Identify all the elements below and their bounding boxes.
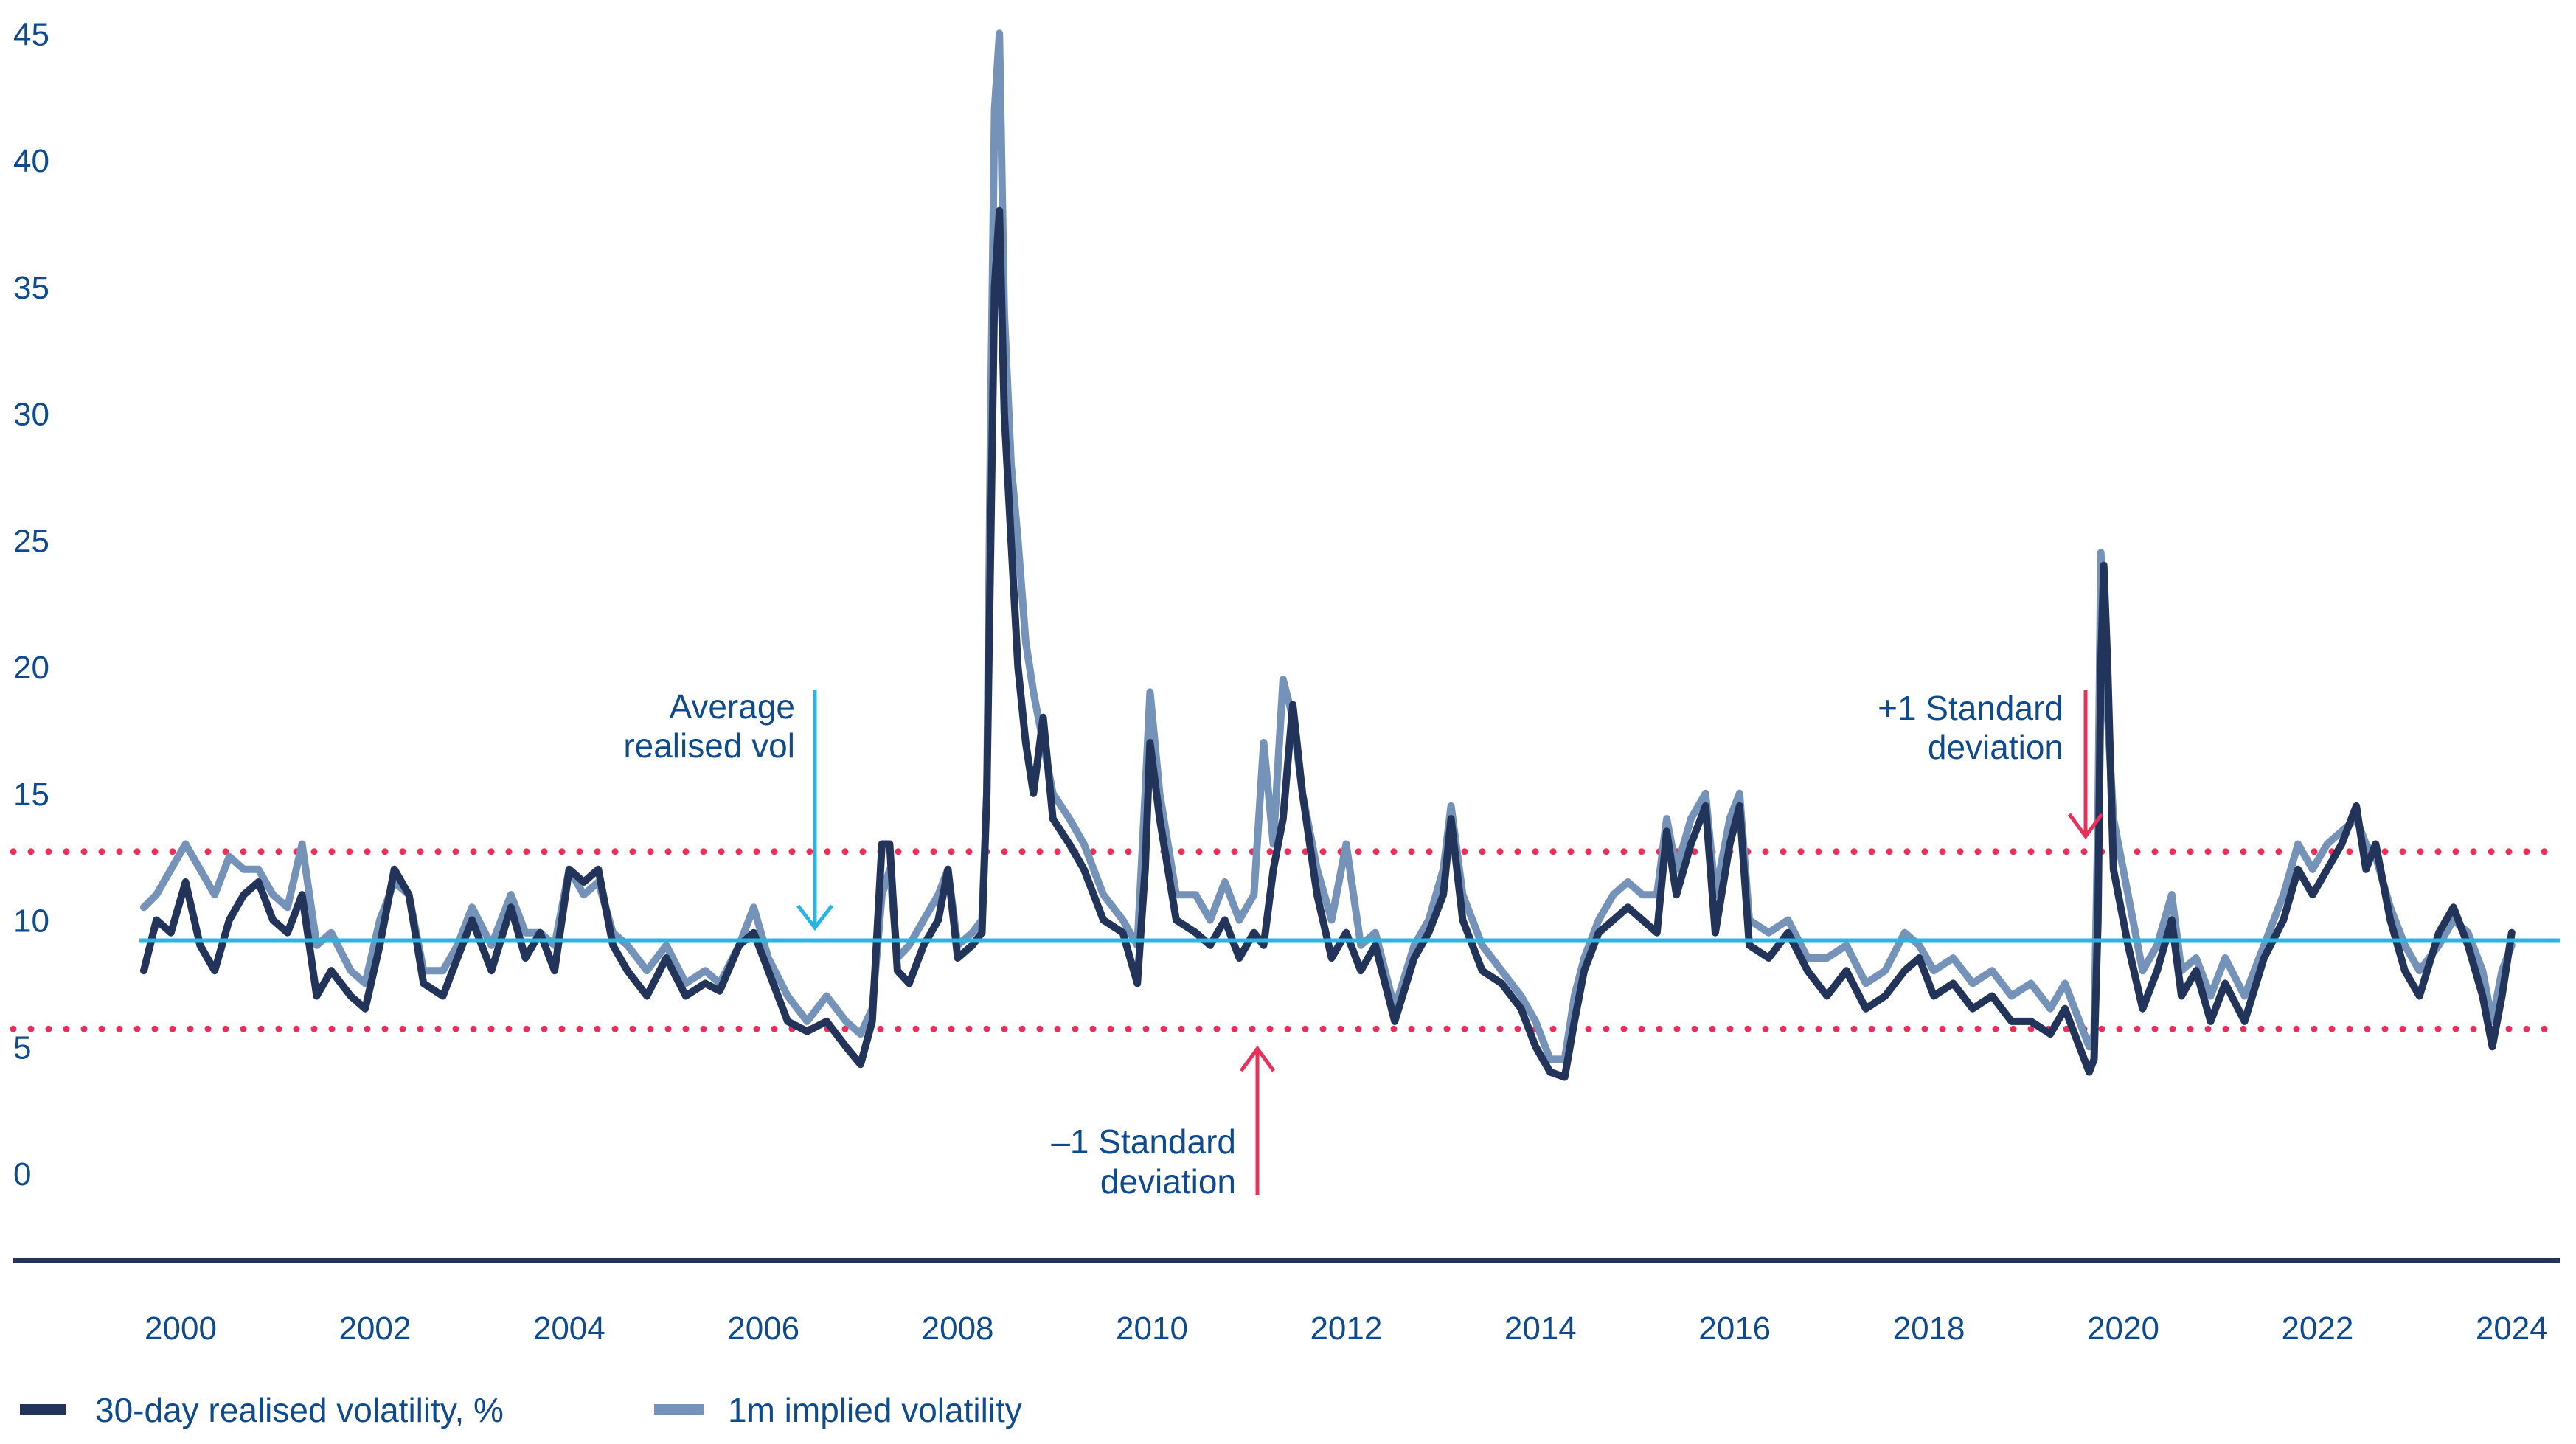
annotation-minus-sd-line2: deviation [1100,1162,1236,1201]
x-tick-label: 2014 [1504,1311,1577,1347]
x-tick-label: 2016 [1698,1311,1771,1347]
legend-label-implied: 1m implied volatility [728,1391,1022,1429]
y-tick-label: 15 [13,777,49,813]
annotation-plus-sd: +1 Standard deviation [1878,689,2104,840]
y-tick-label: 25 [13,523,49,559]
annotation-minus-sd-line1: –1 Standard [1051,1122,1236,1161]
y-axis-ticks: 0 5 10 15 20 25 30 35 40 45 [13,16,49,1193]
legend: 30-day realised volatility, % 1m implied… [20,1391,1022,1429]
x-tick-label: 2020 [2087,1311,2159,1347]
x-tick-label: 2004 [533,1311,605,1347]
x-tick-label: 2008 [922,1311,994,1347]
x-tick-label: 2012 [1310,1311,1382,1347]
y-tick-label: 30 [13,397,49,433]
y-tick-label: 35 [13,270,49,306]
y-tick-label: 10 [13,903,49,940]
x-tick-label: 2006 [727,1311,799,1347]
arrow-down-icon [796,690,833,931]
x-tick-label: 2024 [2476,1311,2548,1347]
legend-item-realised: 30-day realised volatility, % [20,1391,504,1429]
y-tick-label: 20 [13,650,49,686]
annotation-average-line2: realised vol [623,726,795,765]
x-tick-label: 2002 [339,1311,411,1347]
legend-item-implied: 1m implied volatility [654,1391,1022,1429]
annotation-average: Average realised vol [623,687,833,931]
legend-swatch-implied [654,1404,704,1415]
arrow-up-icon [1239,1045,1276,1195]
arrow-down-icon [2067,690,2104,840]
legend-label-realised: 30-day realised volatility, % [95,1391,504,1429]
x-tick-label: 2018 [1893,1311,1965,1347]
x-tick-label: 2010 [1116,1311,1188,1347]
y-tick-label: 5 [13,1030,31,1066]
annotation-plus-sd-line1: +1 Standard [1878,689,2063,727]
series-implied-volatility-line [140,29,2516,1063]
series-realised-volatility-line [140,206,2516,1081]
x-tick-label: 2000 [145,1311,217,1347]
annotation-average-line1: Average [669,687,795,726]
legend-swatch-realised [20,1404,66,1415]
x-axis-ticks: 2000 2002 2004 2006 2008 2010 2012 2014 2016 2018… [145,1311,2548,1347]
annotation-plus-sd-line2: deviation [1928,728,2063,766]
annotation-minus-sd: –1 Standard deviation [1051,1045,1276,1201]
x-tick-label: 2022 [2281,1311,2353,1347]
reference-lines [10,848,2563,1032]
series-lines [139,29,2560,1081]
y-tick-label: 0 [13,1156,31,1193]
y-tick-label: 45 [13,16,49,52]
y-tick-label: 40 [13,143,49,179]
